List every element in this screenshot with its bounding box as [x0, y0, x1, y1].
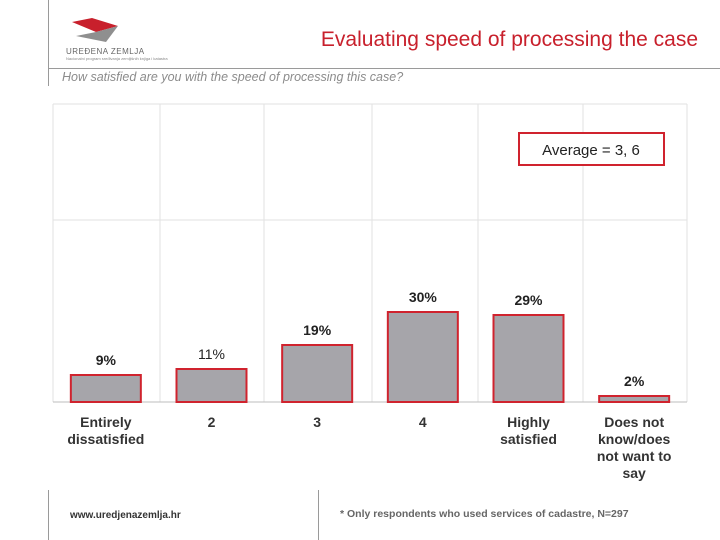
- tick-label: know/does: [598, 431, 671, 447]
- annotation-box: [518, 132, 665, 166]
- bar: [281, 344, 354, 403]
- tick-label: 3: [313, 414, 321, 430]
- bar: [175, 368, 248, 403]
- bar: [69, 374, 142, 403]
- footer-rule-mid: [318, 490, 319, 540]
- footer-rule-left: [48, 490, 49, 540]
- tick-label: Does not: [604, 414, 664, 430]
- chart-question: How satisfied are you with the speed of …: [62, 70, 404, 84]
- footnote: * Only respondents who used services of …: [340, 508, 629, 520]
- bar: [386, 311, 459, 403]
- tick-label: 2: [208, 414, 216, 430]
- logo-subtext: Nacionalni program sređivanja zemljišnih…: [66, 56, 168, 61]
- annotation-text: Average = 3, 6: [542, 142, 640, 159]
- tick-label: not want to: [597, 448, 672, 464]
- tick-label: 4: [419, 414, 427, 430]
- data-label: 9%: [96, 352, 117, 368]
- tick-label: say: [622, 465, 646, 481]
- page-title: Evaluating speed of processing the case: [320, 28, 698, 51]
- logo: [72, 18, 118, 42]
- tick-label: satisfied: [500, 431, 557, 447]
- data-label: 11%: [198, 346, 225, 362]
- data-label: 30%: [409, 289, 438, 305]
- header-vertical-rule: [48, 0, 49, 86]
- data-label: 2%: [624, 373, 645, 389]
- data-label: 19%: [303, 322, 332, 338]
- footer-url: www.uredjenazemlja.hr: [70, 510, 181, 521]
- tick-label: dissatisfied: [67, 431, 144, 447]
- bar: [492, 314, 565, 403]
- bar: [598, 395, 671, 403]
- logo-text: UREĐENA ZEMLJA: [66, 47, 145, 56]
- tick-label: Entirely: [80, 414, 132, 430]
- header-rule: [48, 68, 720, 69]
- tick-label: Highly: [507, 414, 550, 430]
- data-label: 29%: [514, 292, 543, 308]
